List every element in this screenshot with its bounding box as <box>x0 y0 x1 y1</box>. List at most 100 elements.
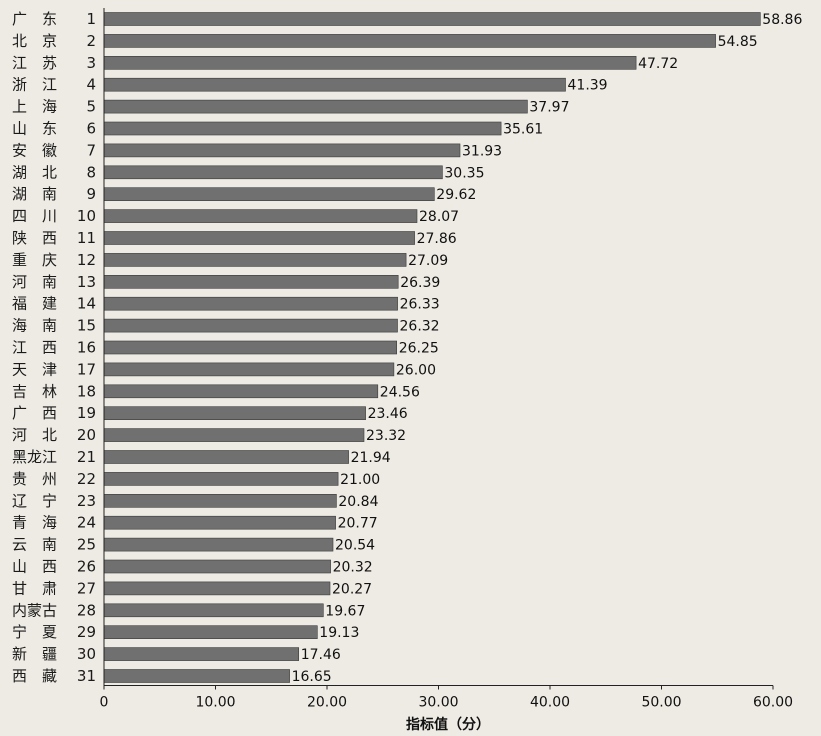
bar <box>103 55 637 70</box>
data-label: 58.86 <box>762 12 802 28</box>
data-label: 24.56 <box>380 384 420 400</box>
data-label: 26.25 <box>399 341 439 357</box>
rank-label: 25 <box>77 536 96 554</box>
data-label: 21.94 <box>351 450 391 466</box>
rank-label: 9 <box>86 185 96 203</box>
bar <box>103 384 379 399</box>
x-tick-label: 40.00 <box>530 695 570 711</box>
bar <box>103 209 418 223</box>
category-label: 江 苏 <box>12 54 57 72</box>
rank-label: 4 <box>86 76 96 94</box>
bar <box>103 143 461 158</box>
data-label: 20.32 <box>333 560 373 576</box>
rank-label: 21 <box>77 448 96 466</box>
data-label: 20.77 <box>338 516 378 532</box>
category-label: 西 藏 <box>12 667 57 685</box>
category-label: 新 疆 <box>12 645 57 663</box>
bar <box>103 493 337 508</box>
rank-label: 15 <box>77 317 96 335</box>
bar <box>103 187 435 201</box>
rank-label: 22 <box>77 470 96 488</box>
bar <box>103 472 339 486</box>
bar <box>103 231 415 245</box>
bar <box>103 253 407 267</box>
bar <box>103 559 331 574</box>
bar <box>103 647 299 661</box>
data-label: 27.09 <box>408 253 448 269</box>
rank-label: 28 <box>77 601 96 619</box>
data-label: 26.32 <box>400 319 440 335</box>
category-label: 上 海 <box>12 98 57 116</box>
data-label: 26.39 <box>400 275 440 291</box>
data-label: 23.32 <box>366 428 406 444</box>
data-label: 26.33 <box>400 297 440 313</box>
category-label: 安 徽 <box>12 141 57 159</box>
category-label: 山 西 <box>12 558 57 576</box>
rank-label: 6 <box>86 120 96 138</box>
bar <box>103 34 716 48</box>
bar <box>103 625 318 640</box>
data-label: 19.67 <box>325 603 365 619</box>
rank-label: 12 <box>77 251 96 269</box>
category-label: 天 津 <box>12 360 57 378</box>
bar <box>103 121 502 136</box>
rank-label: 31 <box>77 667 96 685</box>
rank-label: 23 <box>77 492 96 510</box>
category-label: 湖 北 <box>12 163 57 181</box>
bar <box>103 406 366 421</box>
data-label: 26.00 <box>396 362 436 378</box>
data-label: 54.85 <box>718 34 758 50</box>
category-label: 海 南 <box>12 317 57 335</box>
category-labels-group: 广 东 1 北 京 2 江 苏 3 浙 江 4 上 海 5 山 东 6 安 徽 7 湖 北 8 湖 南 9 四 川 1… <box>12 10 96 685</box>
category-label: 浙 江 <box>12 76 57 94</box>
category-label: 甘 肃 <box>12 579 57 597</box>
bar <box>103 99 528 114</box>
x-tick-label: 10.00 <box>195 695 235 711</box>
bar <box>103 318 398 333</box>
category-label: 黑龙江 <box>12 448 57 466</box>
bar <box>103 296 398 311</box>
x-axis-title: 指标值（分） <box>406 716 490 733</box>
rank-label: 5 <box>86 98 96 116</box>
x-tick-label: 30.00 <box>418 695 458 711</box>
bar <box>103 362 395 377</box>
data-label: 41.39 <box>568 78 608 94</box>
data-label: 37.97 <box>529 100 569 116</box>
bar <box>103 669 290 683</box>
rank-label: 26 <box>77 558 96 576</box>
data-label: 19.13 <box>319 625 359 641</box>
data-label: 20.27 <box>332 581 372 597</box>
category-label: 广 东 <box>12 10 57 28</box>
rank-label: 30 <box>77 645 96 663</box>
rank-label: 7 <box>86 141 96 159</box>
rank-label: 27 <box>77 579 96 597</box>
category-label: 广 西 <box>12 404 57 422</box>
category-label: 河 南 <box>12 273 57 291</box>
data-label: 20.84 <box>338 494 378 510</box>
data-label: 29.62 <box>436 187 476 203</box>
rank-label: 10 <box>77 207 96 225</box>
rank-label: 1 <box>86 10 96 28</box>
category-label: 宁 夏 <box>12 623 57 641</box>
category-label: 重 庆 <box>12 251 57 269</box>
category-label: 云 南 <box>12 536 57 554</box>
bar <box>103 12 761 26</box>
x-tick-label: 50.00 <box>641 695 681 711</box>
data-label: 27.86 <box>417 231 457 247</box>
data-label: 30.35 <box>444 165 484 181</box>
rank-label: 16 <box>77 339 96 357</box>
x-tick-label: 20.00 <box>307 695 347 711</box>
bar <box>103 603 324 618</box>
rank-label: 8 <box>86 163 96 181</box>
category-label: 北 京 <box>12 32 57 50</box>
bar <box>103 581 331 596</box>
rank-label: 14 <box>77 295 96 313</box>
data-label: 47.72 <box>638 56 678 72</box>
category-label: 辽 宁 <box>12 492 57 510</box>
rank-label: 18 <box>77 382 96 400</box>
category-label: 山 东 <box>12 120 57 138</box>
data-label: 31.93 <box>462 143 502 159</box>
category-label: 陕 西 <box>12 229 57 247</box>
data-label: 35.61 <box>503 122 543 138</box>
